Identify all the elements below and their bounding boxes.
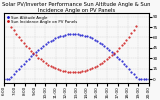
- Sun Altitude Angle: [148, 78, 149, 80]
- Sun Altitude Angle: [28, 58, 30, 59]
- Sun Altitude Angle: [96, 40, 98, 42]
- Sun Altitude Angle: [72, 33, 74, 35]
- Sun Incidence Angle on PV Panels: [40, 59, 42, 60]
- Sun Altitude Angle: [45, 44, 47, 45]
- Title: Solar PV/Inverter Performance Sun Altitude Angle & Sun Incidence Angle on PV Pan: Solar PV/Inverter Performance Sun Altitu…: [2, 2, 151, 13]
- Sun Altitude Angle: [3, 78, 5, 80]
- Sun Incidence Angle on PV Panels: [50, 65, 52, 66]
- Sun Altitude Angle: [50, 40, 52, 42]
- Sun Incidence Angle on PV Panels: [28, 48, 30, 49]
- Sun Altitude Angle: [52, 39, 54, 40]
- Sun Altitude Angle: [40, 47, 42, 48]
- Sun Incidence Angle on PV Panels: [94, 66, 96, 68]
- Sun Incidence Angle on PV Panels: [45, 62, 47, 64]
- Legend: Sun Altitude Angle, Sun Incidence Angle on PV Panels: Sun Altitude Angle, Sun Incidence Angle …: [6, 15, 77, 24]
- Line: Sun Incidence Angle on PV Panels: Sun Incidence Angle on PV Panels: [11, 26, 137, 73]
- Sun Incidence Angle on PV Panels: [52, 67, 54, 68]
- Line: Sun Altitude Angle: Sun Altitude Angle: [3, 33, 149, 80]
